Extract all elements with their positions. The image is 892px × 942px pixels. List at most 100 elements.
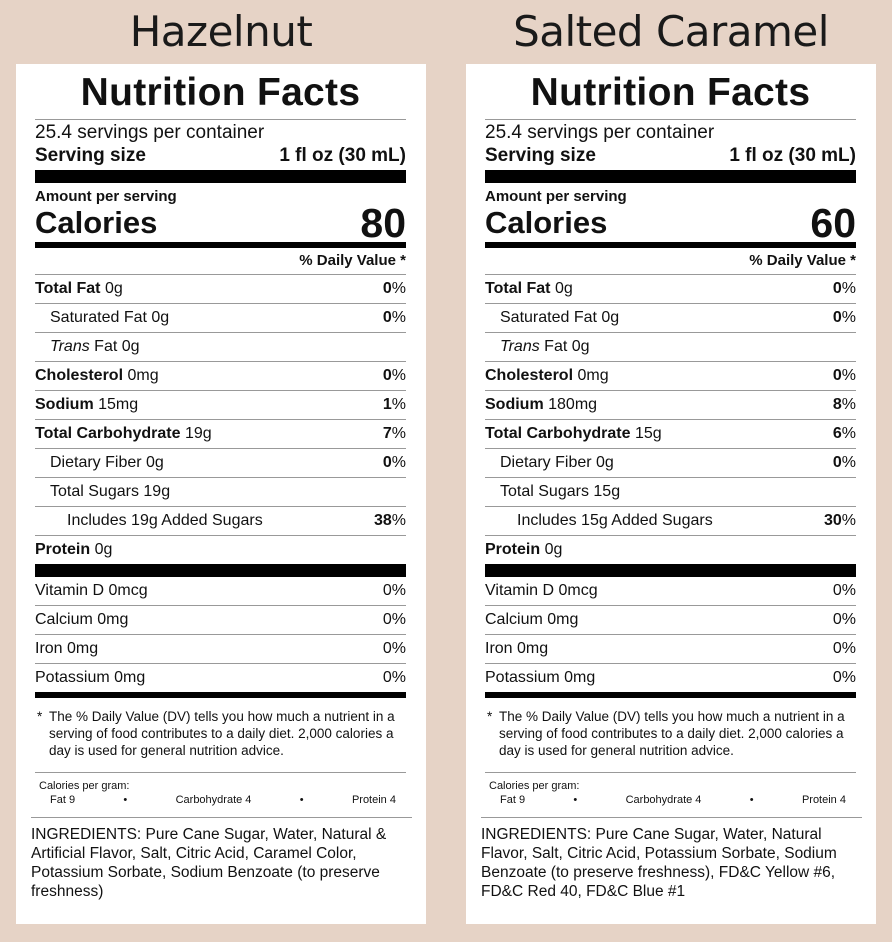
footnote-asterisk: * — [37, 709, 43, 724]
nutrient-name: Trans — [500, 338, 540, 355]
nutrient-daily-value: 7% — [383, 420, 406, 448]
nutrient-name: Total Sugars — [50, 483, 139, 500]
footnote-text: The % Daily Value (DV) tells you how muc… — [49, 709, 395, 758]
nutrient-row: Cholesterol 0mg 0% — [35, 362, 406, 391]
hazelnut-column: Hazelnut Nutrition Facts 25.4 servings p… — [16, 0, 426, 924]
nutrition-facts-panel: Nutrition Facts 25.4 servings per contai… — [16, 64, 426, 924]
percent-sign: % — [841, 512, 856, 529]
percent-sign: % — [391, 309, 406, 326]
bullet: • — [573, 794, 578, 806]
nutrient-name: Protein — [35, 541, 91, 558]
nutrient-daily-value: 1% — [383, 391, 406, 419]
nutrient-name: Dietary Fiber — [500, 454, 592, 471]
nutrient-name: Trans — [50, 338, 90, 355]
nutrient-row: Protein 0g — [485, 536, 856, 564]
nutrient-label: Total Fat 0g — [485, 275, 573, 303]
nutrient-amount: 0g — [554, 280, 573, 297]
nutrition-facts-panel: Nutrition Facts 25.4 servings per contai… — [466, 64, 876, 924]
calories-per-gram-values: Fat 9 • Carbohydrate 4 • Protein 4 — [39, 793, 406, 807]
percent-sign: % — [391, 454, 406, 471]
daily-value-number: 0 — [832, 280, 842, 297]
vitamin-daily-value: 0% — [382, 640, 406, 657]
salted-caramel-column: Salted Caramel Nutrition Facts 25.4 serv… — [466, 0, 876, 924]
nutrient-amount: 0g — [596, 454, 614, 471]
calories-per-gram: Calories per gram: Fat 9 • Carbohydrate … — [485, 772, 856, 807]
daily-value-number: 38 — [373, 512, 392, 529]
divider — [35, 119, 406, 120]
thick-divider — [35, 170, 406, 183]
calories-per-gram-label: Calories per gram: — [39, 780, 130, 792]
nutrient-label: Trans Fat 0g — [500, 333, 590, 361]
footnote-asterisk: * — [487, 709, 493, 724]
vitamin-daily-value: 0% — [832, 582, 856, 599]
nutrient-row: Cholesterol 0mg 0% — [485, 362, 856, 391]
daily-value-number: 7 — [382, 425, 392, 442]
nutrient-row: Trans Fat 0g — [485, 333, 856, 362]
vitamin-daily-value: 0% — [382, 669, 406, 686]
nutrient-label: Protein 0g — [485, 536, 562, 564]
carb-per-gram: Carbohydrate 4 — [175, 794, 252, 806]
nutrient-label: Total Carbohydrate 19g — [35, 420, 212, 448]
nutrient-label: Cholesterol 0mg — [35, 362, 159, 390]
carb-per-gram: Carbohydrate 4 — [625, 794, 702, 806]
servings-per-container: 25.4 servings per container — [35, 122, 265, 143]
nutrient-name: Cholesterol — [35, 367, 124, 384]
nutrient-daily-value: 0% — [383, 304, 406, 332]
vitamin-row: Potassium 0mg 0% — [35, 664, 406, 692]
nutrient-amount: 180mg — [548, 396, 598, 413]
medium-divider — [35, 692, 406, 698]
daily-value-header: % Daily Value * — [35, 248, 406, 275]
thick-divider — [485, 170, 856, 183]
vitamin-row: Iron 0mg 0% — [485, 635, 856, 664]
protein-per-gram: Protein 4 — [351, 794, 396, 806]
product-name: Salted Caramel — [513, 7, 829, 56]
calories-value: 80 — [360, 200, 406, 246]
daily-value-number: 1 — [382, 396, 392, 413]
medium-divider — [35, 242, 406, 248]
nutrient-row: Sodium 15mg 1% — [35, 391, 406, 420]
calories-label: Calories — [485, 205, 608, 240]
daily-value-header: % Daily Value * — [485, 248, 856, 275]
nutrient-list: Total Fat 0g 0% Saturated Fat 0g 0% Trans Fa… — [35, 275, 406, 564]
nutrient-row: Total Fat 0g 0% — [35, 275, 406, 304]
nutrient-name: Saturated Fat — [50, 309, 147, 326]
vitamin-daily-value: 0% — [832, 640, 856, 657]
serving-size-label: Serving size — [35, 145, 146, 166]
percent-sign: % — [841, 280, 856, 297]
nutrient-amount: 0mg — [577, 367, 609, 384]
percent-sign: % — [841, 454, 856, 471]
serving-size-row: Serving size 1 fl oz (30 mL) — [485, 144, 856, 168]
nutrient-label: Total Sugars 19g — [50, 478, 170, 506]
calories-label: Calories — [35, 205, 158, 240]
nutrient-row: Saturated Fat 0g 0% — [485, 304, 856, 333]
divider — [485, 119, 856, 120]
nutrient-amount: 0g — [104, 280, 123, 297]
medium-divider — [485, 242, 856, 248]
thick-divider — [485, 564, 856, 577]
calories-row: Calories 80 — [35, 200, 406, 246]
nutrient-amount: 15g — [634, 425, 662, 442]
nutrient-row: Total Sugars 15g — [485, 478, 856, 507]
nutrient-label: Dietary Fiber 0g — [500, 449, 614, 477]
nutrient-amount: 0g — [151, 309, 170, 326]
nutrient-label: Sodium 15mg — [35, 391, 138, 419]
nutrient-daily-value: 8% — [833, 391, 856, 419]
percent-sign: % — [841, 425, 856, 442]
ingredients-text: INGREDIENTS: Pure Cane Sugar, Water, Nat… — [31, 817, 412, 901]
daily-value-number: 0 — [832, 309, 842, 326]
nutrient-row: Includes 15g Added Sugars 30% — [485, 507, 856, 536]
percent-sign: % — [391, 367, 406, 384]
daily-value-number: 30 — [823, 512, 842, 529]
vitamin-row: Vitamin D 0mcg 0% — [485, 577, 856, 606]
nutrient-row: Total Fat 0g 0% — [485, 275, 856, 304]
vitamin-name: Iron 0mg — [35, 640, 99, 657]
percent-sign: % — [841, 367, 856, 384]
nutrition-facts-title: Nutrition Facts — [80, 71, 361, 114]
thick-divider — [35, 564, 406, 577]
calories-per-gram: Calories per gram: Fat 9 • Carbohydrate … — [35, 772, 406, 807]
serving-size-row: Serving size 1 fl oz (30 mL) — [35, 144, 406, 168]
nutrient-name-suffix: Fat — [94, 338, 118, 355]
fat-per-gram: Fat 9 — [500, 794, 526, 806]
nutrient-label: Includes 19g Added Sugars — [67, 507, 263, 535]
daily-value-number: 0 — [832, 367, 842, 384]
